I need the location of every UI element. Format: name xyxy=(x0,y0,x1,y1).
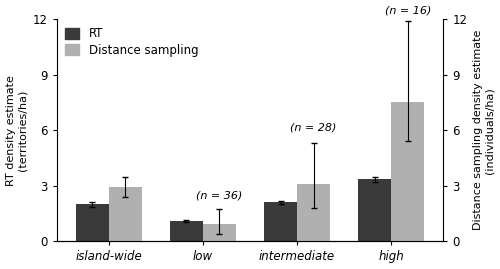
Bar xyxy=(203,224,236,241)
Text: (n = 28): (n = 28) xyxy=(290,122,337,132)
Bar xyxy=(264,203,297,241)
Bar xyxy=(108,187,142,241)
Bar xyxy=(297,184,330,241)
Bar xyxy=(392,102,424,241)
Legend: RT, Distance sampling: RT, Distance sampling xyxy=(62,25,200,59)
Bar xyxy=(358,179,392,241)
Y-axis label: Distance sampling density estimate
(individuals/ha): Distance sampling density estimate (indi… xyxy=(473,30,494,231)
Y-axis label: RT density estimate
(territories/ha): RT density estimate (territories/ha) xyxy=(6,75,27,186)
Text: (n = 16): (n = 16) xyxy=(384,5,431,15)
Text: (n = 36): (n = 36) xyxy=(196,191,242,201)
Bar xyxy=(76,204,108,241)
Bar xyxy=(170,221,203,241)
